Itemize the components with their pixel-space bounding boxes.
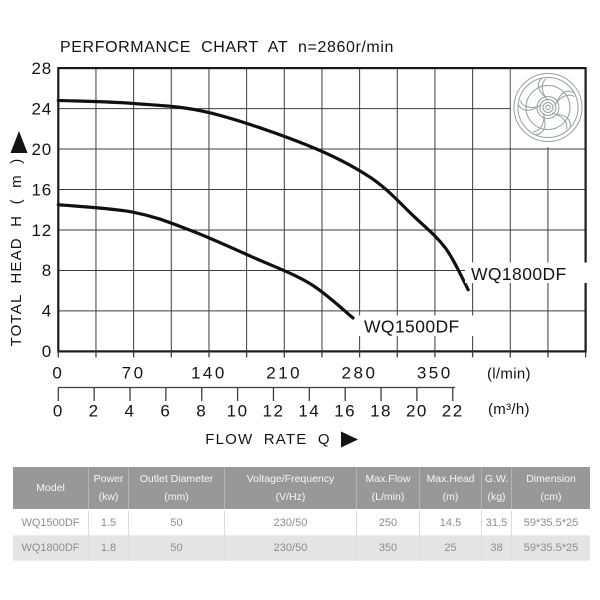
cell-max-head: 25 bbox=[420, 536, 482, 561]
impeller-blade bbox=[537, 78, 546, 98]
col-unit: (kg) bbox=[487, 491, 506, 503]
col-label: Power bbox=[93, 473, 124, 485]
col-header-max-head: Max.Head (m) bbox=[420, 467, 482, 509]
x-tick-label-m3h: 2 bbox=[89, 402, 100, 421]
x-unit-m3h: (m³/h) bbox=[488, 401, 530, 418]
col-unit: (kw) bbox=[98, 491, 119, 503]
series-label-mask bbox=[465, 262, 590, 283]
x-tick-label-m3h: 10 bbox=[227, 402, 249, 421]
x-tick-label-m3h: 18 bbox=[370, 402, 392, 421]
x-axis-arrow-icon bbox=[341, 431, 358, 448]
y-tick-label: 0 bbox=[42, 342, 52, 361]
col-unit: (V/Hz) bbox=[275, 491, 306, 503]
series-label-mask bbox=[358, 315, 480, 336]
cell-model: WQ1500DF bbox=[13, 511, 89, 536]
col-header-model: Model bbox=[13, 467, 89, 509]
x-tick-label-m3h: 16 bbox=[334, 402, 356, 421]
col-label: Model bbox=[36, 482, 65, 494]
y-tick-label: 12 bbox=[31, 221, 52, 240]
x-tick-label-m3h: 22 bbox=[442, 402, 464, 421]
table-row-wq1800df: WQ1800DF 1.8 50 230/50 350 25 38 59*35.5… bbox=[13, 536, 590, 561]
y-tick-label: 20 bbox=[31, 140, 52, 159]
curves: WQ1800DF WQ1500DF bbox=[56, 98, 590, 337]
x-tick-label-m3h: 14 bbox=[298, 402, 320, 421]
col-header-voltage-frequency: Voltage/Frequency (V/Hz) bbox=[225, 467, 357, 509]
series-label-wq1500df: WQ1500DF bbox=[364, 317, 460, 337]
impeller-blade bbox=[532, 112, 545, 133]
impeller-blade bbox=[555, 113, 571, 128]
impeller-icon bbox=[510, 68, 585, 148]
cell-max-flow: 250 bbox=[357, 511, 420, 536]
grid-lines bbox=[58, 68, 586, 352]
cell-model: WQ1800DF bbox=[13, 536, 89, 561]
col-header-max-flow: Max.Flow (L/min) bbox=[357, 467, 420, 509]
curve-wq1800df bbox=[56, 98, 470, 292]
impeller-blade bbox=[556, 90, 574, 103]
col-label: Voltage/Frequency bbox=[246, 473, 335, 485]
impeller-blade bbox=[554, 94, 575, 106]
cell-power: 1.5 bbox=[89, 511, 129, 536]
col-header-dimension: Dimension (cm) bbox=[512, 467, 590, 509]
cell-gw: 38 bbox=[482, 536, 512, 561]
cell-dimension: 59*35.5*25 bbox=[512, 511, 590, 536]
chart-title: PERFORMANCE CHART AT n=2860r/min bbox=[60, 39, 394, 56]
impeller-blade bbox=[518, 104, 538, 111]
spec-table: Model Power (kw) Outlet Diameter (mm) Vo… bbox=[13, 467, 590, 561]
y-tick-label: 8 bbox=[42, 261, 52, 280]
x-tick-label-m3h: 8 bbox=[196, 402, 207, 421]
cell-max-head: 14.5 bbox=[420, 511, 482, 536]
col-unit: (cm) bbox=[540, 491, 562, 503]
cell-voltage-frequency: 230/50 bbox=[225, 536, 357, 561]
impeller-blade bbox=[551, 112, 568, 130]
col-header-gw: G.W. (kg) bbox=[482, 467, 512, 509]
table-row-wq1500df: WQ1500DF 1.5 50 230/50 250 14.5 31.5 59*… bbox=[13, 511, 590, 536]
y-axis-arrow-icon bbox=[10, 131, 28, 153]
curve-wq1500df bbox=[56, 203, 355, 320]
col-unit: (L/min) bbox=[371, 491, 405, 503]
x-unit-lmin: (l/min) bbox=[487, 366, 531, 383]
cell-power: 1.8 bbox=[89, 536, 129, 561]
x-tick-label-m3h: 6 bbox=[160, 402, 171, 421]
col-label: Dimension bbox=[526, 473, 576, 485]
cell-voltage-frequency: 230/50 bbox=[225, 511, 357, 536]
x-tick-label-lmin: 280 bbox=[342, 364, 378, 383]
col-header-outlet-diameter: Outlet Diameter (mm) bbox=[129, 467, 225, 509]
col-unit: (mm) bbox=[164, 491, 189, 503]
col-label: G.W. bbox=[484, 473, 509, 485]
x-tick-label-lmin: 350 bbox=[417, 364, 453, 383]
cell-outlet-diameter: 50 bbox=[129, 536, 225, 561]
col-label: Outlet Diameter bbox=[139, 473, 214, 485]
col-unit: (m) bbox=[442, 491, 459, 503]
impeller-blade bbox=[519, 100, 542, 108]
y-tick-label: 4 bbox=[42, 302, 52, 321]
cell-outlet-diameter: 50 bbox=[129, 511, 225, 536]
y-tick-label: 24 bbox=[31, 99, 52, 118]
col-label: Max.Flow bbox=[365, 473, 411, 485]
y-tick-label: 16 bbox=[31, 180, 52, 199]
x-axis-label: FLOW RATE Q bbox=[205, 431, 330, 448]
cell-dimension: 59*35.5*25 bbox=[512, 536, 590, 561]
impeller-blade bbox=[541, 78, 549, 102]
x-tick-label-lmin: 0 bbox=[52, 364, 64, 383]
series-label-wq1800df: WQ1800DF bbox=[471, 264, 567, 284]
impeller-blade bbox=[536, 117, 546, 136]
x-tick-label-m3h: 20 bbox=[406, 402, 428, 421]
cell-gw: 31.5 bbox=[482, 511, 512, 536]
table-header-row: Model Power (kw) Outlet Diameter (mm) Vo… bbox=[13, 467, 590, 511]
x-tick-label-lmin: 140 bbox=[191, 364, 227, 383]
x-tick-label-m3h: 0 bbox=[53, 402, 64, 421]
cell-max-flow: 350 bbox=[357, 536, 420, 561]
x-tick-label-m3h: 12 bbox=[262, 402, 284, 421]
x-tick-label-lmin: 210 bbox=[266, 364, 302, 383]
x-tick-label-m3h: 4 bbox=[125, 402, 136, 421]
x-tick-label-lmin: 70 bbox=[122, 364, 146, 383]
y-tick-label: 28 bbox=[31, 59, 52, 78]
y-axis-label: TOTAL HEAD H ( m ) bbox=[8, 158, 25, 347]
col-label: Max.Head bbox=[426, 473, 475, 485]
col-header-power: Power (kw) bbox=[89, 467, 129, 509]
